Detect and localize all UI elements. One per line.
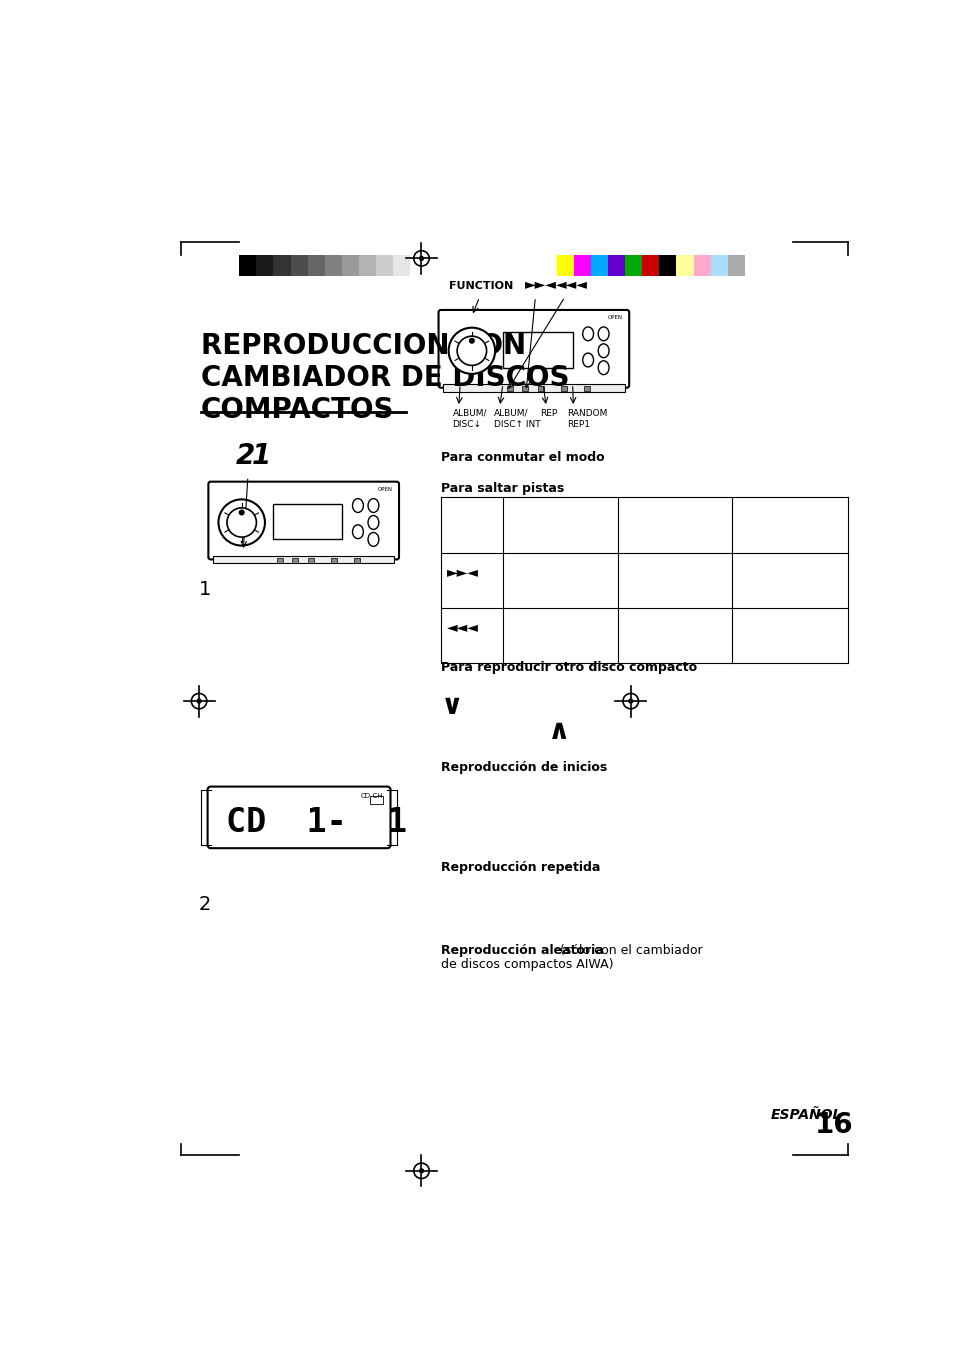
Ellipse shape <box>368 516 378 530</box>
Bar <box>358 254 375 276</box>
Bar <box>521 386 528 390</box>
Text: CAMBIADOR DE DISCOS: CAMBIADOR DE DISCOS <box>200 363 569 392</box>
Ellipse shape <box>368 532 378 546</box>
Bar <box>560 386 567 390</box>
Text: 1: 1 <box>199 580 212 600</box>
Bar <box>239 254 256 276</box>
Bar <box>574 254 591 276</box>
Ellipse shape <box>598 327 608 340</box>
Text: Reproducción repetida: Reproducción repetida <box>440 862 599 874</box>
Text: OPEN: OPEN <box>607 315 622 320</box>
Bar <box>591 254 608 276</box>
Text: ALBUM/
DISC↓: ALBUM/ DISC↓ <box>452 408 486 430</box>
Bar <box>727 254 744 276</box>
Ellipse shape <box>353 499 363 512</box>
Text: 16: 16 <box>815 1111 853 1139</box>
Bar <box>341 254 358 276</box>
Bar <box>693 254 710 276</box>
Text: FUNCTION: FUNCTION <box>448 281 513 292</box>
Circle shape <box>227 508 256 538</box>
Bar <box>273 504 342 539</box>
Text: REP: REP <box>539 408 557 417</box>
Text: REPRODUCCION CON: REPRODUCCION CON <box>200 331 525 359</box>
FancyBboxPatch shape <box>208 786 390 848</box>
Bar <box>370 796 382 804</box>
Text: ESPAÑOL: ESPAÑOL <box>769 1108 841 1121</box>
Text: 2: 2 <box>199 896 212 915</box>
Bar <box>393 254 410 276</box>
Bar <box>710 254 727 276</box>
Bar <box>276 558 282 562</box>
Bar <box>213 555 394 563</box>
Circle shape <box>239 511 244 515</box>
Text: de discos compactos AIWA): de discos compactos AIWA) <box>440 958 613 970</box>
Circle shape <box>448 328 495 374</box>
Text: ◄◄◄: ◄◄◄ <box>555 277 587 292</box>
Ellipse shape <box>582 353 593 367</box>
Text: (sólo con el cambiador: (sólo con el cambiador <box>555 943 701 957</box>
Bar <box>292 558 298 562</box>
Bar <box>443 384 624 392</box>
Ellipse shape <box>582 327 593 340</box>
Text: CD  1-  1: CD 1- 1 <box>226 805 407 839</box>
Bar <box>537 386 543 390</box>
Circle shape <box>197 700 201 703</box>
Text: ◄◄◄: ◄◄◄ <box>447 620 478 634</box>
Bar <box>410 254 427 276</box>
Ellipse shape <box>598 361 608 374</box>
Text: CD-CH: CD-CH <box>360 793 382 798</box>
Bar <box>624 254 641 276</box>
Text: ►►◄: ►►◄ <box>447 565 478 578</box>
Circle shape <box>628 700 632 703</box>
Circle shape <box>419 257 423 261</box>
Circle shape <box>419 1169 423 1173</box>
Text: Para reproducir otro disco compacto: Para reproducir otro disco compacto <box>440 661 697 674</box>
FancyBboxPatch shape <box>208 482 398 559</box>
Ellipse shape <box>598 345 608 358</box>
Bar <box>256 254 274 276</box>
Text: OPEN: OPEN <box>377 488 393 492</box>
Text: ►►◄: ►►◄ <box>524 277 556 292</box>
Bar <box>676 254 693 276</box>
Bar <box>641 254 659 276</box>
Text: ∧: ∧ <box>547 716 570 744</box>
Bar <box>331 558 336 562</box>
Text: RANDOM
REP1: RANDOM REP1 <box>567 408 607 430</box>
Circle shape <box>469 339 474 343</box>
Bar <box>291 254 307 276</box>
Text: Reproducción aleatoria: Reproducción aleatoria <box>440 943 603 957</box>
Text: COMPACTOS: COMPACTOS <box>200 396 394 424</box>
Circle shape <box>456 336 486 365</box>
FancyBboxPatch shape <box>438 309 629 388</box>
Text: 2: 2 <box>235 442 255 470</box>
Text: Para conmutar el modo: Para conmutar el modo <box>440 451 604 463</box>
Bar <box>506 386 513 390</box>
Bar <box>307 254 324 276</box>
Bar <box>354 558 360 562</box>
Ellipse shape <box>353 524 363 539</box>
Text: 1: 1 <box>252 442 271 470</box>
Bar <box>324 254 341 276</box>
Text: ALBUM/
DISC↑ INT: ALBUM/ DISC↑ INT <box>493 408 539 430</box>
Text: Reproducción de inicios: Reproducción de inicios <box>440 761 606 774</box>
Ellipse shape <box>368 499 378 512</box>
Text: Para saltar pistas: Para saltar pistas <box>440 482 563 494</box>
Bar <box>659 254 676 276</box>
Bar <box>375 254 393 276</box>
Bar <box>307 558 314 562</box>
Text: ∨: ∨ <box>440 692 463 720</box>
Bar <box>502 332 572 367</box>
Bar <box>274 254 291 276</box>
Bar <box>557 254 574 276</box>
Bar <box>608 254 624 276</box>
Bar <box>583 386 590 390</box>
Circle shape <box>218 500 265 546</box>
